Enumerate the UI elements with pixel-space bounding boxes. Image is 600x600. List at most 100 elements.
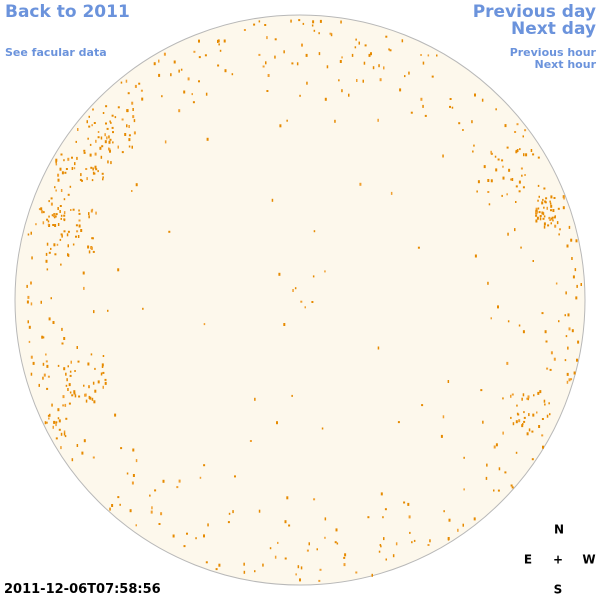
facula xyxy=(305,53,308,57)
facular-link[interactable]: See facular data xyxy=(5,46,107,59)
facula xyxy=(47,223,50,226)
facula xyxy=(338,79,340,82)
facula xyxy=(59,205,62,207)
facula xyxy=(87,245,90,249)
facula xyxy=(47,414,50,417)
facula xyxy=(493,489,495,492)
facula xyxy=(55,213,58,216)
facula xyxy=(523,416,526,419)
facula xyxy=(302,22,305,25)
facula xyxy=(543,399,546,403)
next-hour-link[interactable]: Next hour xyxy=(534,58,597,71)
facula xyxy=(522,393,525,397)
facula xyxy=(46,421,48,424)
back-link[interactable]: Back to 2011 xyxy=(5,2,130,22)
facula xyxy=(60,263,62,266)
facula xyxy=(568,225,571,229)
facula xyxy=(38,383,40,387)
facula xyxy=(324,517,327,521)
facula xyxy=(27,295,30,299)
facula xyxy=(515,185,518,188)
facula xyxy=(442,154,444,158)
facula xyxy=(173,60,176,64)
facula xyxy=(572,275,575,279)
facula xyxy=(217,64,220,67)
facula xyxy=(56,243,59,246)
facula xyxy=(518,190,521,193)
facula xyxy=(408,515,411,519)
facula xyxy=(94,152,97,156)
facula xyxy=(528,413,530,417)
facula xyxy=(50,297,52,300)
facula xyxy=(462,129,464,131)
facula xyxy=(573,371,576,375)
facula xyxy=(58,428,61,431)
facula xyxy=(284,557,287,560)
facula xyxy=(549,219,552,221)
facula xyxy=(48,200,50,203)
facula xyxy=(528,428,531,432)
previous-hour-link[interactable]: Previous hour xyxy=(509,46,596,59)
facula xyxy=(42,211,45,214)
facula xyxy=(49,413,51,417)
facula xyxy=(512,422,515,426)
facula xyxy=(299,578,301,582)
facula xyxy=(515,201,517,203)
facula xyxy=(117,268,120,272)
facula xyxy=(340,20,342,24)
facula xyxy=(92,108,94,111)
facula xyxy=(127,109,129,113)
facula xyxy=(92,171,95,175)
facula xyxy=(71,167,74,170)
facula xyxy=(290,19,292,23)
facula xyxy=(524,129,527,132)
facula xyxy=(542,212,545,216)
facula xyxy=(95,211,97,215)
previous-day-link[interactable]: Previous day xyxy=(472,2,596,22)
next-day-link[interactable]: Next day xyxy=(511,19,596,39)
facula xyxy=(83,286,85,290)
facula xyxy=(262,65,265,68)
facula xyxy=(313,498,316,501)
facula xyxy=(487,281,489,285)
facula xyxy=(65,417,68,420)
facula xyxy=(102,112,105,114)
facula xyxy=(79,178,82,181)
facula xyxy=(110,161,112,165)
facula xyxy=(71,394,74,397)
facula xyxy=(53,420,56,424)
facula xyxy=(482,420,484,424)
facula xyxy=(126,124,128,128)
facula xyxy=(377,346,380,350)
facula xyxy=(546,206,548,210)
facula xyxy=(30,231,32,235)
facula xyxy=(510,416,512,419)
facula xyxy=(471,120,473,124)
facula xyxy=(186,532,188,535)
facula xyxy=(102,178,104,181)
facula xyxy=(389,49,392,52)
facula xyxy=(521,174,523,177)
facula xyxy=(83,439,86,443)
facula xyxy=(300,300,303,303)
facula xyxy=(511,178,514,181)
facula xyxy=(112,131,114,134)
facula xyxy=(76,346,78,349)
compass-center: + xyxy=(553,553,563,567)
facula xyxy=(107,160,109,164)
facula xyxy=(48,417,50,420)
facula xyxy=(198,56,201,59)
facula xyxy=(128,138,131,142)
facula xyxy=(544,200,547,203)
facula xyxy=(276,421,278,425)
facula xyxy=(69,374,72,377)
facula xyxy=(530,149,533,152)
facula xyxy=(279,124,282,128)
facula xyxy=(473,144,475,147)
facula xyxy=(65,372,67,376)
facula xyxy=(104,140,107,144)
facula xyxy=(198,80,200,83)
facula xyxy=(67,193,70,196)
facula xyxy=(45,259,48,263)
